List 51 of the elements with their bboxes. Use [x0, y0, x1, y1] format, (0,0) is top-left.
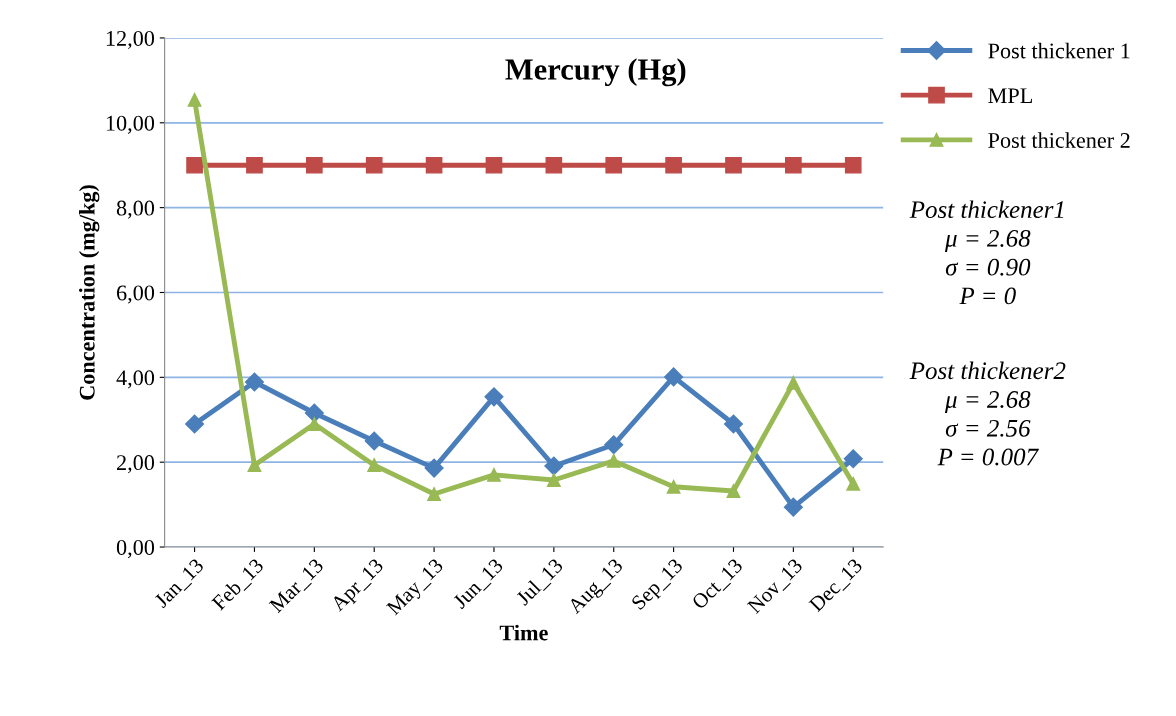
point: [605, 156, 623, 174]
point: [484, 387, 504, 407]
text: Post thickener2 μ = 2.68 σ = 2.56 P = 0.007: [909, 361, 1066, 466]
point: [785, 156, 802, 174]
point: [427, 487, 442, 501]
text: Mercury (Hg): [505, 58, 686, 87]
point: [365, 156, 383, 174]
point: [304, 403, 324, 423]
point: [425, 156, 443, 174]
point: [546, 473, 561, 487]
y-tick-label: 2,00: [117, 455, 155, 474]
point: [185, 414, 205, 434]
point: [367, 458, 382, 473]
point: [186, 156, 203, 174]
point: [545, 156, 563, 174]
legend-label: Post thickener 2: [988, 132, 1130, 148]
point: [246, 156, 263, 174]
y-axis-title: Concentration (mg/kg): [79, 185, 100, 400]
point: [487, 467, 501, 482]
point: [783, 497, 803, 517]
point: [786, 375, 801, 390]
point: [844, 156, 862, 174]
point: [665, 156, 682, 174]
point: [726, 484, 741, 498]
y-tick-label: 6,00: [116, 285, 155, 304]
y-tick-label: 10,00: [106, 115, 155, 134]
legend-label: Post thickener 1: [988, 42, 1130, 59]
point: [606, 453, 621, 468]
point: [846, 476, 861, 491]
y-tick-label: 0,00: [116, 539, 155, 559]
point: [544, 456, 564, 476]
y-tick-label: 12,00: [106, 30, 155, 50]
point: [604, 435, 624, 455]
legend-label: MPL: [988, 88, 1032, 103]
point: [485, 156, 503, 174]
y-tick-label: 4,00: [116, 370, 155, 389]
point: [843, 449, 863, 469]
point: [244, 372, 264, 392]
point: [666, 479, 681, 494]
point: [664, 367, 684, 387]
point: [725, 156, 742, 174]
point: [307, 417, 322, 431]
point: [187, 92, 202, 107]
point: [247, 458, 262, 473]
point: [364, 431, 384, 451]
y-tick-label: 8,00: [116, 200, 155, 219]
point: [306, 156, 323, 174]
point: [723, 414, 744, 434]
point: [424, 458, 444, 478]
x-axis-title: Time: [499, 624, 548, 641]
text: Post thickener1 μ = 2.68 σ = 0.90 P = 0: [909, 200, 1064, 305]
